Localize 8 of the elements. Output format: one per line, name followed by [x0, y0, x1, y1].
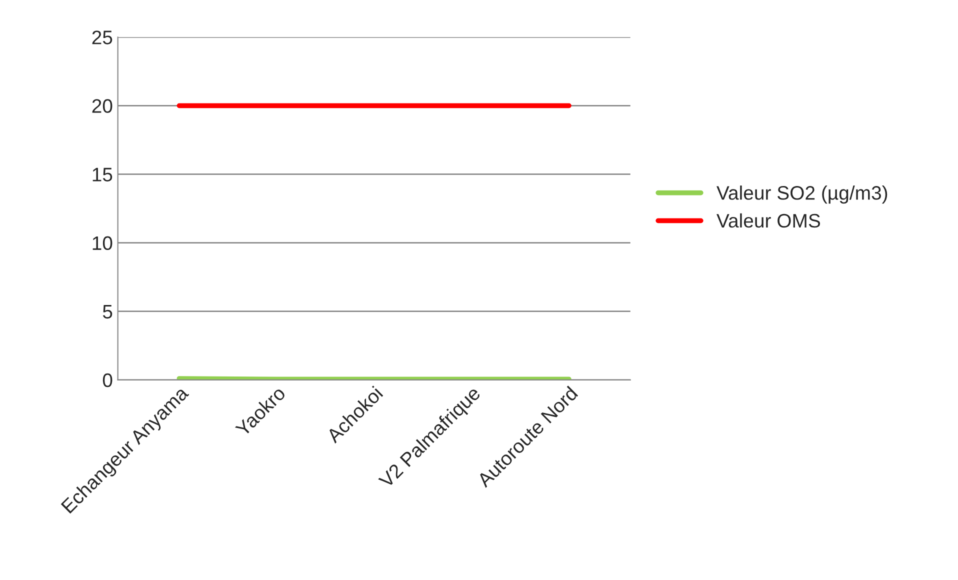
y-tick-label: 10	[92, 236, 112, 250]
y-tick-label: 25	[92, 30, 112, 44]
y-tick-label: 15	[92, 168, 112, 182]
legend-label: Valeur OMS	[716, 213, 820, 228]
y-tick-label: 5	[102, 305, 112, 319]
y-tick-label: 0	[102, 373, 112, 388]
y-tick-label: 20	[92, 99, 112, 113]
legend-label: Valeur SO2 (µg/m3)	[716, 186, 888, 204]
